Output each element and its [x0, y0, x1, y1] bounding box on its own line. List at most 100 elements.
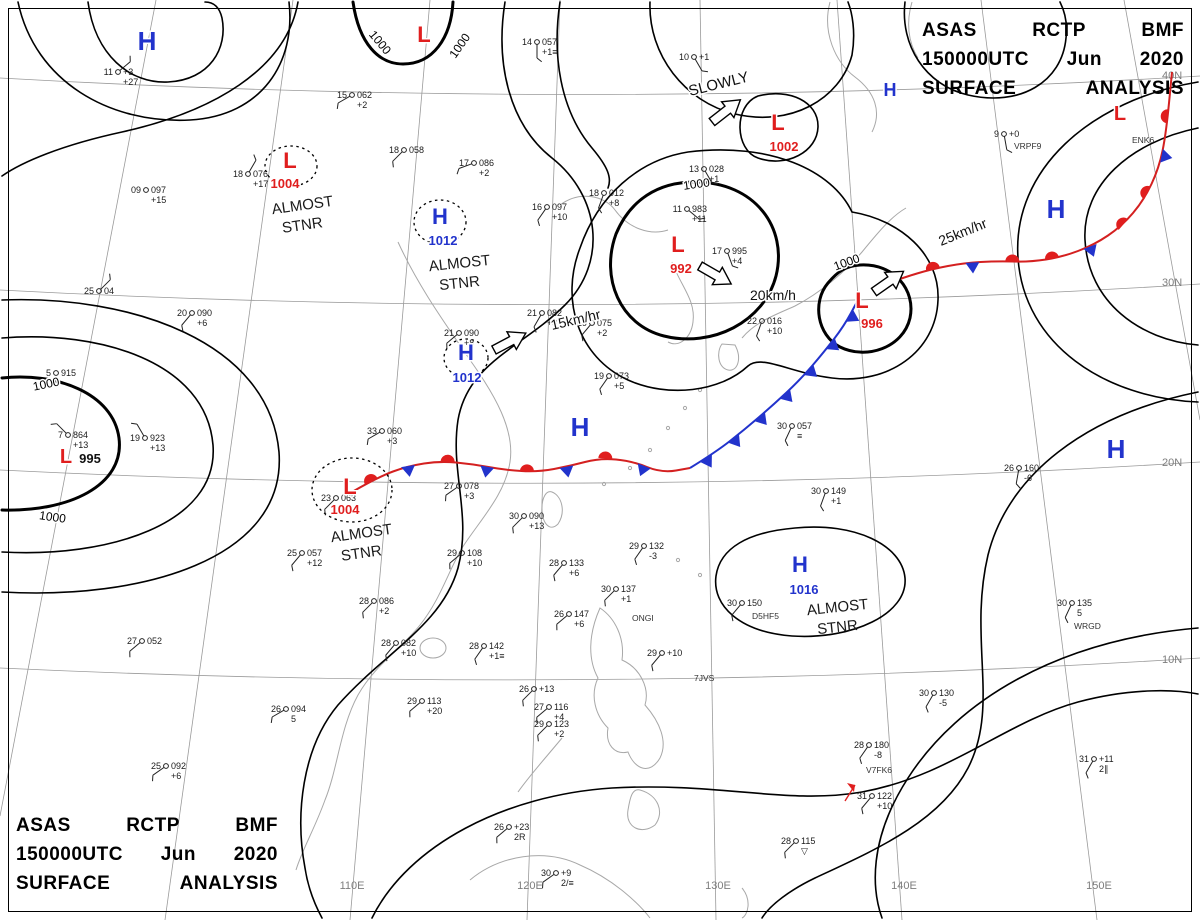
coastline: [295, 241, 512, 871]
warm-front-symbol: [364, 474, 378, 485]
station-circle: [401, 147, 407, 153]
longitude-line: [0, 0, 157, 817]
station-id-label: WRGD: [1074, 621, 1101, 631]
coastline: [627, 789, 660, 830]
station-pressure: +13: [539, 684, 554, 694]
station-temp: 27: [127, 636, 137, 646]
station-misc: +10: [467, 558, 482, 568]
pressure-note: ALMOST: [271, 193, 334, 218]
annotation-text: SLOWLY: [687, 69, 751, 100]
station-plot: 11 983+11: [673, 204, 707, 224]
station-plot: 30 137+1: [601, 584, 636, 607]
station-temp: 30: [811, 486, 821, 496]
station-misc: +1: [709, 174, 719, 184]
station-plot: 25 057+12: [287, 548, 322, 572]
station-plot: 19 073+5: [594, 371, 629, 395]
wind-barb: [522, 690, 533, 701]
stationary-front-west: [351, 451, 691, 493]
station-misc: -3: [649, 551, 657, 561]
station-plot: 21 090+8: [444, 328, 479, 350]
station-pressure: 060: [387, 426, 402, 436]
pressure-value: 1012: [453, 370, 482, 385]
longitude-label: 150E: [1086, 880, 1112, 892]
station-temp: 27: [534, 702, 544, 712]
station-temp: 11: [673, 204, 682, 214]
station-temp: 18: [589, 188, 599, 198]
station-pressure: 995: [732, 246, 747, 256]
title-word: RCTP: [1032, 20, 1086, 41]
station-circle: [544, 204, 550, 210]
title-word: Jun: [1066, 49, 1102, 70]
warm-front-symbol: [1116, 217, 1128, 230]
isobar-line: [817, 263, 913, 354]
station-pressure: 058: [409, 145, 424, 155]
wind-barb: [784, 842, 795, 853]
wind-barb-feather: [699, 217, 706, 220]
station-pressure: 012: [609, 188, 624, 198]
station-circle: [1016, 465, 1022, 471]
station-misc: +12: [307, 558, 322, 568]
station-temp: 19: [130, 433, 140, 443]
station-plot: 5 915: [46, 368, 76, 378]
coastline: [541, 491, 563, 528]
station-pressure: 094: [291, 704, 306, 714]
pressure-letter: L: [855, 288, 868, 313]
station-plot: 26 +13: [519, 684, 554, 707]
station-misc: +10: [401, 648, 416, 658]
station-misc: +6: [171, 771, 181, 781]
station-pressure: 180: [874, 740, 889, 750]
coastline: [667, 261, 694, 345]
cold-front-segment: [689, 299, 860, 469]
wind-barb: [556, 615, 568, 625]
pressure-system: L 1002: [768, 109, 800, 156]
wind-barb-feather: [599, 388, 603, 395]
cold-front-symbol: [826, 338, 840, 351]
wind-barb-feather: [1085, 772, 1089, 779]
front-layer: [351, 71, 1173, 493]
station-pressure: 082: [401, 638, 416, 648]
wind-barb: [409, 702, 421, 712]
title-word: 150000UTC: [16, 844, 123, 865]
station-misc: ▽: [801, 846, 808, 856]
pressure-letter: L: [283, 148, 296, 173]
longitude-line: [980, 0, 1098, 920]
pressure-value: 1002: [770, 139, 799, 154]
station-misc: 5: [1077, 608, 1082, 618]
wind-barb-feather: [270, 716, 273, 724]
station-pressure: 090: [197, 308, 212, 318]
pressure-system: L: [1112, 102, 1127, 127]
wind-barb: [324, 499, 335, 510]
wind-barb: [859, 746, 869, 759]
pressure-outline-dotted: [413, 199, 467, 245]
warm-front-symbol: [1005, 254, 1020, 262]
station-circle: [299, 550, 305, 556]
station-circle: [659, 650, 665, 656]
isobar-line: [556, 1, 611, 189]
station-temp: 29: [629, 541, 639, 551]
wind-barb-feather: [1006, 149, 1013, 154]
title-row: ASAS RCTP BMF: [16, 811, 278, 840]
pressure-letter: H: [458, 340, 474, 365]
coastline: [419, 637, 447, 659]
pressure-note: STNR: [816, 617, 859, 638]
wind-barb-feather: [820, 505, 825, 512]
station-pressure: 062: [357, 90, 372, 100]
wind-barb: [119, 61, 131, 71]
station-pressure: 057: [542, 37, 557, 47]
warm-front-symbol: [1160, 109, 1169, 124]
station-plot: 31 +112∥: [1079, 754, 1114, 779]
coastline-layer: [295, 1, 919, 919]
station-circle: [789, 423, 795, 429]
wind-barb: [604, 590, 615, 601]
station-plot: 30 130-5: [919, 688, 954, 713]
station-pressure: 122: [877, 791, 892, 801]
pressure-letter: H: [138, 26, 157, 56]
longitude-line: [836, 0, 903, 920]
wind-barb: [925, 694, 934, 708]
station-temp: 30: [509, 511, 519, 521]
station-temp: 16: [532, 202, 542, 212]
